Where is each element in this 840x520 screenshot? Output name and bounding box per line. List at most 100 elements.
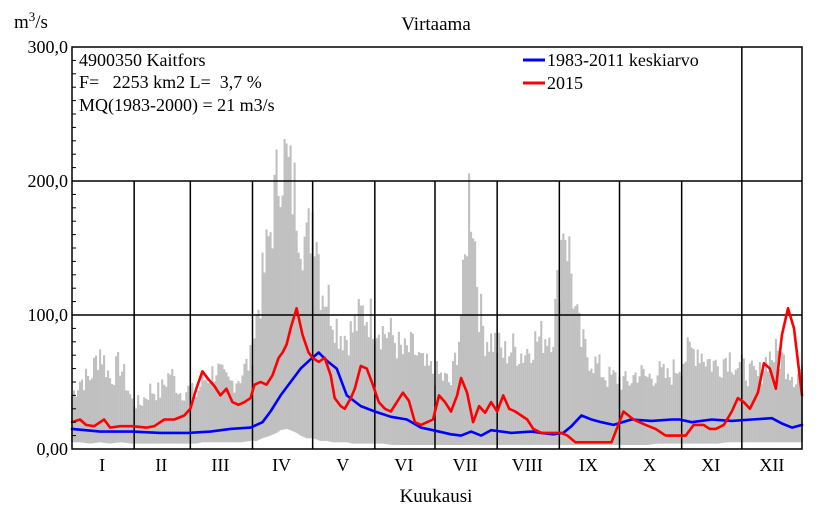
band-day — [658, 361, 661, 444]
y-tick-labels: 0,00 100,0 200,0 300,0 — [28, 37, 69, 459]
station-area: F= 2253 km2 L= 3,7 % — [79, 72, 262, 92]
legend-label-mean: 1983-2011 keskiarvo — [547, 50, 699, 70]
band-day — [588, 370, 591, 445]
band-day — [570, 273, 573, 445]
band-day — [273, 174, 276, 434]
band-day — [145, 398, 148, 444]
band-day — [540, 320, 543, 445]
band-day — [125, 390, 128, 443]
band-day — [786, 373, 790, 443]
legend-label-2015: 2015 — [547, 73, 583, 93]
band-day — [784, 379, 788, 443]
band-day — [319, 309, 322, 441]
band-day — [778, 368, 781, 443]
band-day — [556, 270, 559, 445]
band-day — [337, 348, 340, 443]
month-label: V — [336, 455, 349, 475]
band-day — [105, 376, 108, 444]
band-day — [632, 375, 635, 445]
band-day — [476, 287, 479, 445]
band-day — [417, 352, 421, 445]
band-day — [694, 366, 697, 444]
band-day — [359, 305, 362, 444]
band-day — [169, 374, 172, 444]
band-day — [317, 254, 320, 441]
band-day — [421, 353, 425, 445]
band-day — [277, 195, 280, 432]
band-day — [84, 368, 88, 444]
band-day — [139, 404, 142, 444]
band-day — [684, 361, 687, 444]
band-day — [371, 338, 374, 444]
band-day — [518, 363, 521, 445]
band-day — [293, 162, 296, 433]
band-day — [187, 385, 190, 444]
band-day — [439, 372, 443, 445]
band-day — [141, 405, 144, 444]
band-day — [299, 258, 302, 436]
band-day — [149, 383, 152, 444]
band-day — [119, 375, 122, 443]
band-day — [115, 356, 118, 443]
band-day — [564, 240, 567, 445]
band-day — [423, 365, 427, 445]
band-day — [193, 397, 196, 444]
band-day — [413, 354, 416, 445]
band-day — [604, 380, 607, 445]
band-day — [746, 386, 749, 443]
band-day — [736, 368, 739, 443]
band-day — [447, 382, 451, 445]
band-day — [798, 368, 802, 443]
band-day — [600, 377, 603, 445]
band-day — [93, 357, 96, 444]
band-day — [612, 370, 615, 445]
band-day — [329, 325, 332, 442]
band-day — [313, 256, 316, 439]
band-day — [626, 381, 629, 445]
band-day — [381, 325, 384, 444]
grid-lines — [72, 47, 802, 449]
band-day — [265, 229, 268, 437]
month-label: III — [211, 455, 229, 475]
band-day — [640, 365, 643, 445]
band-day — [365, 322, 368, 444]
band-day — [113, 385, 116, 444]
band-day — [550, 352, 553, 445]
band-day — [668, 377, 671, 444]
band-day — [720, 377, 723, 444]
band-day — [744, 380, 747, 443]
month-label: VIII — [512, 455, 543, 475]
band-day — [478, 332, 481, 445]
band-day — [474, 241, 477, 445]
band-day — [774, 338, 777, 443]
band-day — [285, 143, 288, 429]
band-day — [554, 298, 557, 445]
band-day — [205, 379, 208, 443]
band-day — [458, 341, 461, 445]
band-day — [580, 346, 583, 445]
band-day — [468, 173, 471, 445]
band-day — [652, 385, 655, 445]
band-day — [163, 384, 166, 444]
band-day — [295, 230, 298, 433]
band-day — [590, 368, 593, 445]
band-day — [792, 387, 796, 443]
band-day — [730, 372, 733, 443]
band-day — [656, 375, 659, 444]
band-day — [526, 349, 529, 445]
band-day — [716, 366, 719, 444]
band-day — [183, 400, 186, 444]
band-day — [682, 363, 685, 444]
band-day — [427, 365, 431, 445]
band-day — [672, 359, 675, 444]
band-day — [560, 239, 563, 445]
band-day — [263, 272, 266, 438]
band-day — [794, 384, 798, 443]
band-day — [576, 304, 579, 445]
band-day — [616, 383, 619, 445]
band-day — [662, 363, 665, 444]
band-day — [167, 373, 170, 444]
axes — [71, 46, 803, 450]
series-lines — [70, 306, 804, 444]
band-day — [99, 349, 102, 443]
